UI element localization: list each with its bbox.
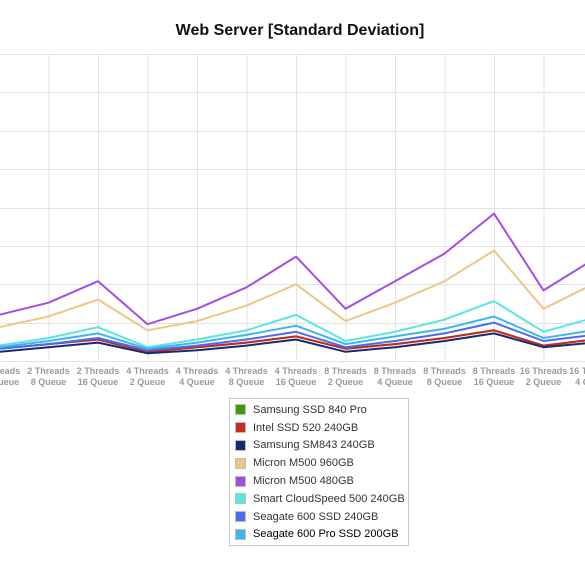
series-line <box>0 212 585 326</box>
legend-item[interactable]: Micron M500 960GB <box>230 454 408 472</box>
legend-item[interactable]: Samsung SM843 240GB <box>230 437 408 455</box>
x-tick-label: 16 Queue <box>474 377 515 387</box>
chart-legend: Samsung SSD 840 Pro Intel SSD 520 240GB Sa… <box>229 398 409 546</box>
legend-swatch <box>235 439 246 451</box>
legend-swatch <box>235 528 246 540</box>
legend-item[interactable]: Seagate 600 SSD 240GB <box>230 508 408 526</box>
legend-item[interactable]: Intel SSD 520 240GB <box>230 419 408 437</box>
legend-item[interactable]: Samsung SSD 840 Pro <box>230 401 408 419</box>
x-tick-label: 2 Queue <box>328 377 364 387</box>
x-tick-label: 4 Queue <box>377 377 413 387</box>
series-line <box>0 315 585 350</box>
series-line <box>0 249 585 332</box>
x-tick-label: 4 Queue <box>179 377 215 387</box>
x-tick-label: 16 Queue <box>0 377 19 387</box>
x-tick-label: 4 Threads <box>176 366 219 376</box>
legend-swatch <box>235 457 246 469</box>
x-tick-label: 8 Queue <box>31 377 67 387</box>
legend-label: Samsung SSD 840 Pro <box>253 403 367 416</box>
x-tick-label: 2 Threads <box>27 366 70 376</box>
legend-label: Seagate 600 Pro SSD 200GB <box>253 528 399 541</box>
x-tick-label: 8 Queue <box>427 377 463 387</box>
legend-label: Intel SSD 520 240GB <box>253 421 359 434</box>
legend-item[interactable]: Smart CloudSpeed 500 240GB <box>230 490 408 508</box>
x-tick-label: 16 Queue <box>78 377 119 387</box>
x-tick-label: 16 Threads <box>569 366 585 376</box>
x-tick-label: 8 Threads <box>324 366 367 376</box>
legend-swatch <box>235 475 246 487</box>
legend-label: Smart CloudSpeed 500 240GB <box>253 492 405 505</box>
x-tick-label: 4 Threads <box>275 366 318 376</box>
legend-swatch <box>235 511 246 523</box>
legend-label: Micron M500 960GB <box>253 457 354 470</box>
series-line <box>0 332 585 355</box>
chart-grid <box>0 54 585 362</box>
legend-label: Micron M500 480GB <box>253 475 354 488</box>
x-tick-label: 2 Queue <box>526 377 562 387</box>
legend-item[interactable]: Micron M500 480GB <box>230 472 408 490</box>
x-tick-label: 2 Queue <box>130 377 166 387</box>
series-line <box>0 300 585 349</box>
x-tick-label: 4 Threads <box>225 366 268 376</box>
x-tick-label: 4 Queue <box>575 377 585 387</box>
x-tick-label: 8 Queue <box>229 377 265 387</box>
series-line <box>0 329 585 353</box>
x-tick-label: 4 Threads <box>126 366 169 376</box>
legend-item[interactable]: Seagate 600 Pro SSD 200GB <box>230 526 408 544</box>
legend-label: Samsung SM843 240GB <box>253 439 375 452</box>
chart-series-lines <box>0 212 585 355</box>
legend-swatch <box>235 404 246 416</box>
chart-title: Web Server [Standard Deviation] <box>176 22 425 39</box>
legend-swatch <box>235 493 246 505</box>
legend-label: Seagate 600 SSD 240GB <box>253 510 379 523</box>
x-tick-label: 8 Threads <box>473 366 516 376</box>
x-tick-label: 8 Threads <box>374 366 417 376</box>
x-tick-label: 16 Queue <box>276 377 317 387</box>
series-line <box>0 321 585 352</box>
x-tick-label: 16 Threads <box>520 366 568 376</box>
x-tick-label: 8 Threads <box>423 366 466 376</box>
legend-swatch <box>235 422 246 434</box>
x-tick-label: 2 Threads <box>77 366 120 376</box>
x-tick-label: 1 Threads <box>0 366 20 376</box>
